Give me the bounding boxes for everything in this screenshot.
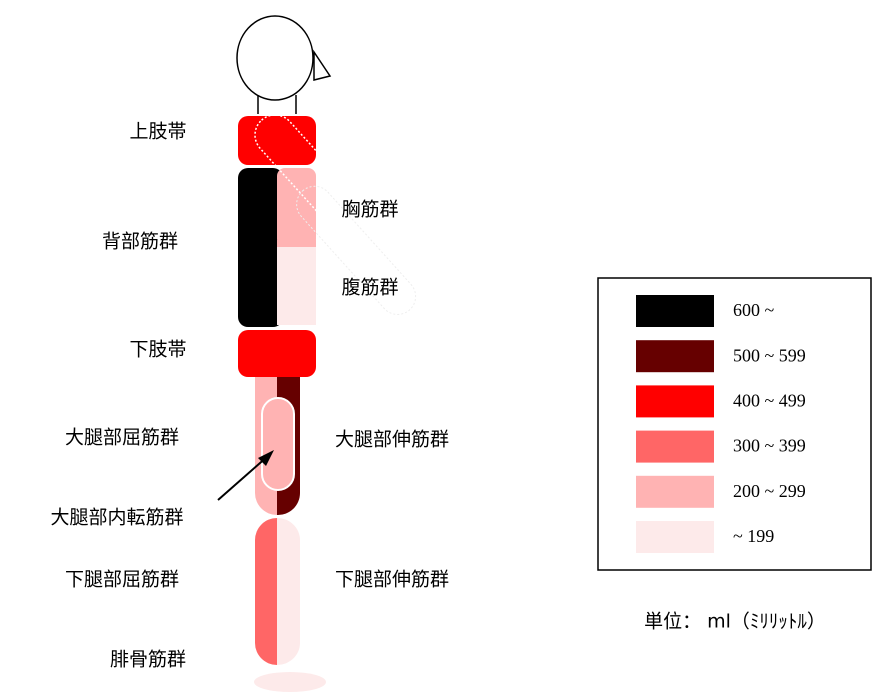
legend: 600 ~ 500 ~ 599 400 ~ 499 300 ~ 399 200 ~ 29… — [636, 295, 806, 553]
label: 大腿部内転筋群 — [50, 507, 183, 529]
label: 胸筋群 — [341, 199, 398, 221]
arrow-head — [258, 450, 274, 466]
legend-label: 500 ~ 599 — [733, 345, 806, 365]
label: 腓骨筋群 — [110, 649, 186, 671]
label: 大腿部屈筋群 — [65, 427, 179, 449]
arrow — [217, 455, 269, 501]
legend-label: 600 ~ — [733, 300, 775, 320]
legend-swatch — [636, 430, 714, 463]
label: 下腿部伸筋群 — [335, 569, 449, 591]
thigh-adductor — [261, 397, 295, 491]
legend-swatch — [636, 295, 714, 327]
label: 上肢帯 — [129, 121, 186, 143]
nose — [313, 49, 332, 81]
leg-extensor — [277, 518, 300, 665]
shoulder-girdle — [238, 116, 316, 165]
legend-swatch — [636, 475, 714, 508]
arm-outline — [254, 114, 420, 294]
chest-muscles — [277, 240, 316, 247]
legend-label: 400 ~ 499 — [733, 391, 806, 411]
leg-flexor — [255, 518, 277, 665]
label: 下肢帯 — [129, 339, 186, 361]
arm-outline — [296, 185, 417, 315]
label: 大腿部伸筋群 — [335, 429, 449, 451]
foot — [254, 672, 326, 692]
chest-muscles — [277, 168, 316, 247]
legend-label: 200 ~ 299 — [733, 481, 806, 501]
legend-label: 300 ~ 399 — [733, 436, 806, 456]
legend-swatch — [636, 385, 714, 418]
abdominal-muscles — [277, 247, 316, 325]
legend-swatch — [636, 521, 714, 553]
unit-label: 単位： ml（ﾐﾘﾘｯﾄﾙ） — [644, 611, 826, 633]
pelvic-girdle — [238, 330, 316, 377]
label: 背部筋群 — [102, 231, 178, 253]
head — [236, 15, 314, 101]
legend-label: ~ 199 — [733, 526, 774, 546]
legend-swatch — [636, 340, 714, 373]
back-muscles — [238, 168, 283, 327]
label: 下腿部屈筋群 — [65, 569, 179, 591]
label: 腹筋群 — [341, 277, 398, 299]
